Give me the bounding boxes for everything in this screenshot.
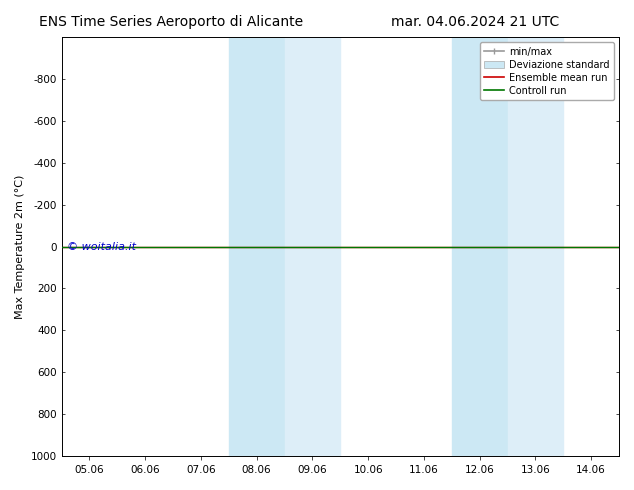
Bar xyxy=(452,37,507,456)
Text: mar. 04.06.2024 21 UTC: mar. 04.06.2024 21 UTC xyxy=(391,15,560,29)
Text: © woitalia.it: © woitalia.it xyxy=(67,242,136,251)
Bar xyxy=(229,37,285,456)
Text: ENS Time Series Aeroporto di Alicante: ENS Time Series Aeroporto di Alicante xyxy=(39,15,303,29)
Bar xyxy=(507,37,563,456)
Legend: min/max, Deviazione standard, Ensemble mean run, Controll run: min/max, Deviazione standard, Ensemble m… xyxy=(479,42,614,100)
Bar xyxy=(285,37,340,456)
Y-axis label: Max Temperature 2m (°C): Max Temperature 2m (°C) xyxy=(15,174,25,318)
